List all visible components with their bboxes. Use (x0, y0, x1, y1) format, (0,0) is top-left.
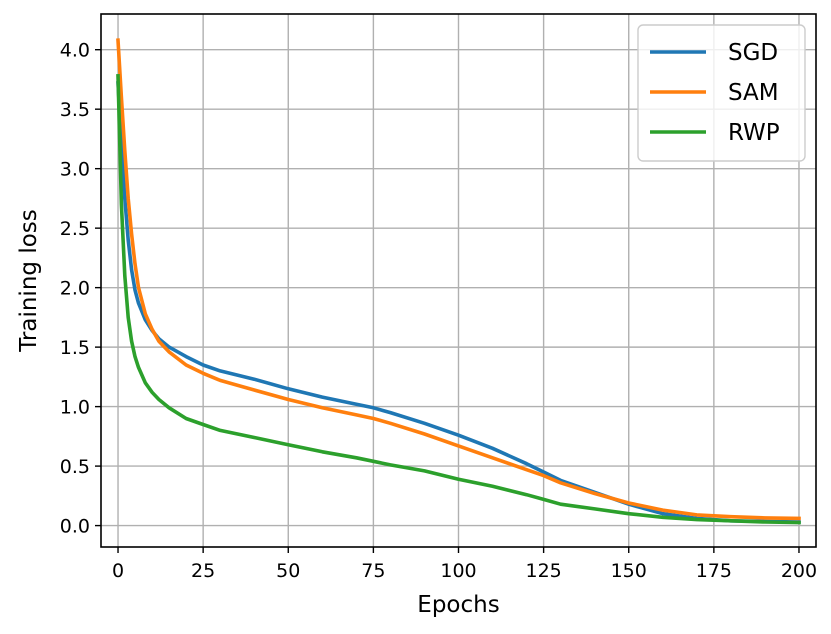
y-axis-label: Training loss (16, 209, 42, 353)
x-tick-label: 100 (440, 560, 476, 582)
y-tick-label: 4.0 (60, 40, 90, 62)
y-axis-ticks: 0.0 0.5 1.0 1.5 2.0 2.5 3.0 3.5 4.0 (60, 40, 101, 538)
y-tick-label: 3.0 (60, 159, 90, 181)
x-tick-label: 25 (191, 560, 215, 582)
legend-label-sam: SAM (728, 80, 779, 106)
legend-label-sgd: SGD (728, 40, 778, 66)
y-tick-label: 2.0 (60, 278, 90, 300)
legend-box (637, 24, 806, 162)
x-tick-label: 200 (781, 560, 817, 582)
x-axis-label: Epochs (417, 592, 499, 618)
y-tick-label: 0.5 (60, 456, 90, 478)
x-tick-label: 125 (525, 560, 561, 582)
legend: SGD SAM RWP (637, 24, 806, 162)
series-line-sam (116, 38, 801, 521)
x-tick-label: 0 (112, 560, 124, 582)
y-tick-label: 1.5 (60, 337, 90, 359)
x-tick-label: 50 (276, 560, 300, 582)
y-tick-label: 1.0 (60, 397, 90, 419)
x-axis-ticks: 0 25 50 75 100 125 150 175 200 (112, 547, 817, 582)
series-lines (116, 38, 801, 525)
grid (101, 14, 816, 547)
y-tick-label: 0.0 (60, 516, 90, 538)
x-tick-label: 75 (361, 560, 385, 582)
series-line-rwp (116, 74, 801, 525)
x-tick-label: 150 (611, 560, 647, 582)
x-tick-label: 175 (696, 560, 732, 582)
y-tick-label: 3.5 (60, 99, 90, 121)
y-tick-label: 2.5 (60, 218, 90, 240)
legend-label-rwp: RWP (728, 120, 780, 146)
